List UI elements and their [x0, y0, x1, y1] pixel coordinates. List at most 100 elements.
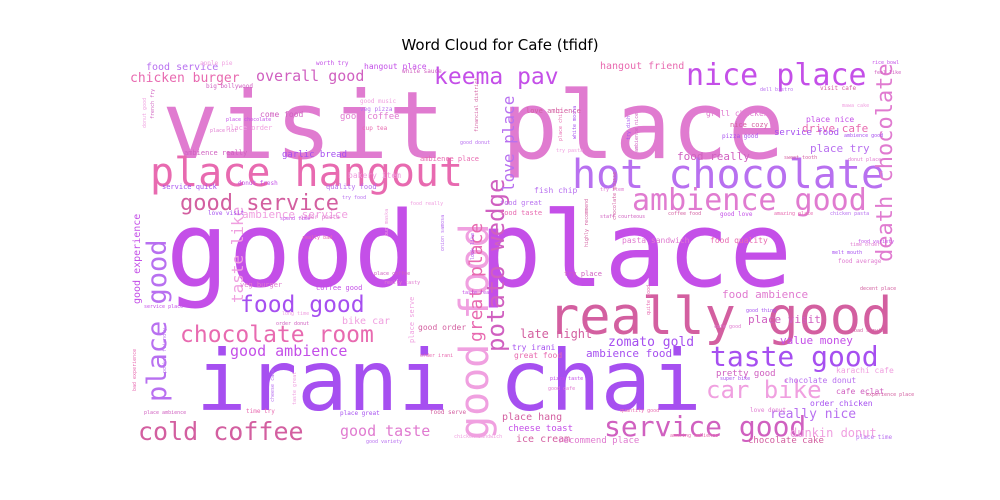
word-decent-place: decent place	[860, 286, 896, 292]
word-food-taste: food taste	[500, 209, 542, 217]
word-good-taste: good taste	[340, 422, 430, 440]
word-really-nice: really nice	[770, 407, 856, 422]
word-zomato-gold: zomato gold	[608, 335, 694, 350]
word-white-mocha: white mocha	[572, 106, 578, 139]
word-food-variety: food variety	[858, 239, 894, 245]
word-coffee-food: coffee food	[668, 211, 701, 217]
word-place-chocolate: place chocolate	[226, 117, 271, 123]
word-really-bad: really bad	[302, 235, 332, 241]
word-drive-cafe: drive cafe	[802, 122, 868, 135]
word-try-place: try place	[564, 270, 602, 278]
word-food-great: food great	[500, 199, 542, 207]
word-long-time: long time	[282, 311, 309, 317]
word-coffee-good: coffee good	[316, 284, 362, 292]
word-quantity-good: quantity good	[620, 408, 659, 414]
word-love-ambience: love ambience	[526, 107, 581, 115]
word-chicken-burger: chicken burger	[130, 71, 240, 86]
word-pocket-friendly: pocket friendly	[162, 328, 168, 373]
word-mawa-cake: mawa cake	[842, 103, 869, 109]
word-place-hang: place hang	[502, 412, 562, 423]
word-overall-good: overall good	[256, 67, 364, 85]
word-great-food: great food	[514, 351, 562, 360]
word-ambience-good: ambience good	[632, 183, 867, 218]
word-really-good: really good	[548, 287, 892, 347]
word-love-visit: love visit	[208, 210, 245, 217]
word-try-item: try item	[600, 187, 624, 193]
word-service-quick: service quick	[162, 183, 218, 191]
word-place-try: place try	[810, 142, 870, 155]
word-good-food: good food	[452, 223, 498, 440]
word-place-hangout: place hangout	[150, 150, 463, 196]
word-food-service: food service	[146, 62, 218, 73]
word-ambience-service: ambience service	[242, 208, 348, 221]
word-feel-like: feel like	[874, 70, 901, 76]
word-ambience-really: ambience really	[184, 149, 247, 157]
word-quite-good: quite good	[646, 285, 652, 315]
word-white-sauce: white sauce	[402, 68, 442, 75]
word-good-place: good place	[166, 189, 792, 311]
word-great-place: great place	[466, 223, 487, 342]
word-good-thing: good thing	[746, 308, 776, 314]
word-food-really: food really	[410, 201, 443, 207]
word-try-pasta: try pasta	[556, 148, 583, 154]
word-try-dish: try dish	[626, 116, 632, 140]
word-late-night: late night	[520, 327, 592, 341]
word-chicken-pasta: chicken pasta	[830, 211, 869, 217]
word-veg-pizza: veg pizza	[360, 106, 393, 113]
word-service-food: service food	[774, 128, 839, 138]
word-good-donut: good donut	[460, 140, 490, 146]
word-visit-place: visit place	[162, 72, 785, 181]
word-good-music: good music	[360, 98, 397, 105]
word-food-really: food really	[677, 150, 750, 163]
word-karachi-cafe: karachi cafe	[836, 366, 894, 375]
word-cold-coffee: cold coffee	[138, 417, 304, 446]
word-pasta-sandwich: pasta sandwich	[622, 236, 690, 245]
word-cup-tea: cup tea	[362, 125, 388, 132]
word-chicken-sandwich: chicken sandwich	[454, 434, 502, 440]
word-super-bike: super bike	[720, 376, 750, 382]
word-food-serve: food serve	[430, 409, 467, 416]
word-recommend-place: recommend place	[558, 436, 639, 446]
word-car-bike: car bike	[706, 376, 822, 404]
word-place-ambience: place ambience	[144, 410, 186, 416]
word-donut-good: donut good	[142, 98, 148, 128]
word-place-nice: place nice	[806, 115, 854, 124]
word-donut-place: donut place	[848, 157, 881, 163]
word-ambience-food: ambience food	[586, 347, 672, 360]
word-donut-fresh: donut fresh	[238, 180, 278, 187]
word-love-place: love place	[499, 96, 518, 192]
word-time-order: time order	[850, 242, 880, 248]
word-cafe-eclat: cafe eclat	[836, 387, 884, 396]
word-good-cafe: good cafe	[548, 386, 575, 392]
word-bakery-item: bakery item	[348, 171, 401, 180]
word-service-good: service good	[604, 410, 806, 443]
word-food-quality: food quality	[710, 236, 768, 245]
word-worth-try: worth try	[316, 60, 349, 67]
word-food-ambience: food ambience	[722, 288, 808, 301]
word-cafe-good: cafe good	[714, 324, 741, 330]
word-hangout-place: hangout place	[364, 62, 427, 71]
word-ambience-place: ambience place	[420, 155, 479, 163]
word-good-love: good love	[720, 211, 753, 218]
word-financial-district: financial district	[474, 78, 480, 132]
word-amazing-place: amazing place	[774, 211, 813, 217]
word-bad-experience: bad experience	[132, 349, 138, 391]
word-keema-pav: keema pav	[434, 64, 559, 90]
chart-title: Word Cloud for Cafe (tfidf)	[401, 36, 599, 54]
word-quality-food: quality food	[326, 183, 377, 191]
word-taste-like: taste like	[228, 207, 247, 303]
word-nice-cozy: nice cozy	[730, 121, 768, 129]
word-order-chicken: order chicken	[810, 399, 873, 408]
word-onion-samosa: onion samosa	[440, 215, 446, 251]
word-bun-maska: bun maska	[384, 209, 390, 236]
word-place-good: place good	[142, 239, 173, 402]
word-pizza-good: pizza good	[722, 133, 759, 140]
word-time-try: time try	[246, 408, 275, 415]
word-place-visit: place visit	[748, 313, 821, 326]
word-amazing-ambience: amazing ambience	[670, 433, 718, 439]
word-ambience-good: ambience good	[844, 133, 883, 139]
word-nice-place: nice place	[686, 58, 867, 93]
word-value-money: value money	[780, 334, 853, 347]
word-really-tasty: really tasty	[384, 280, 420, 286]
